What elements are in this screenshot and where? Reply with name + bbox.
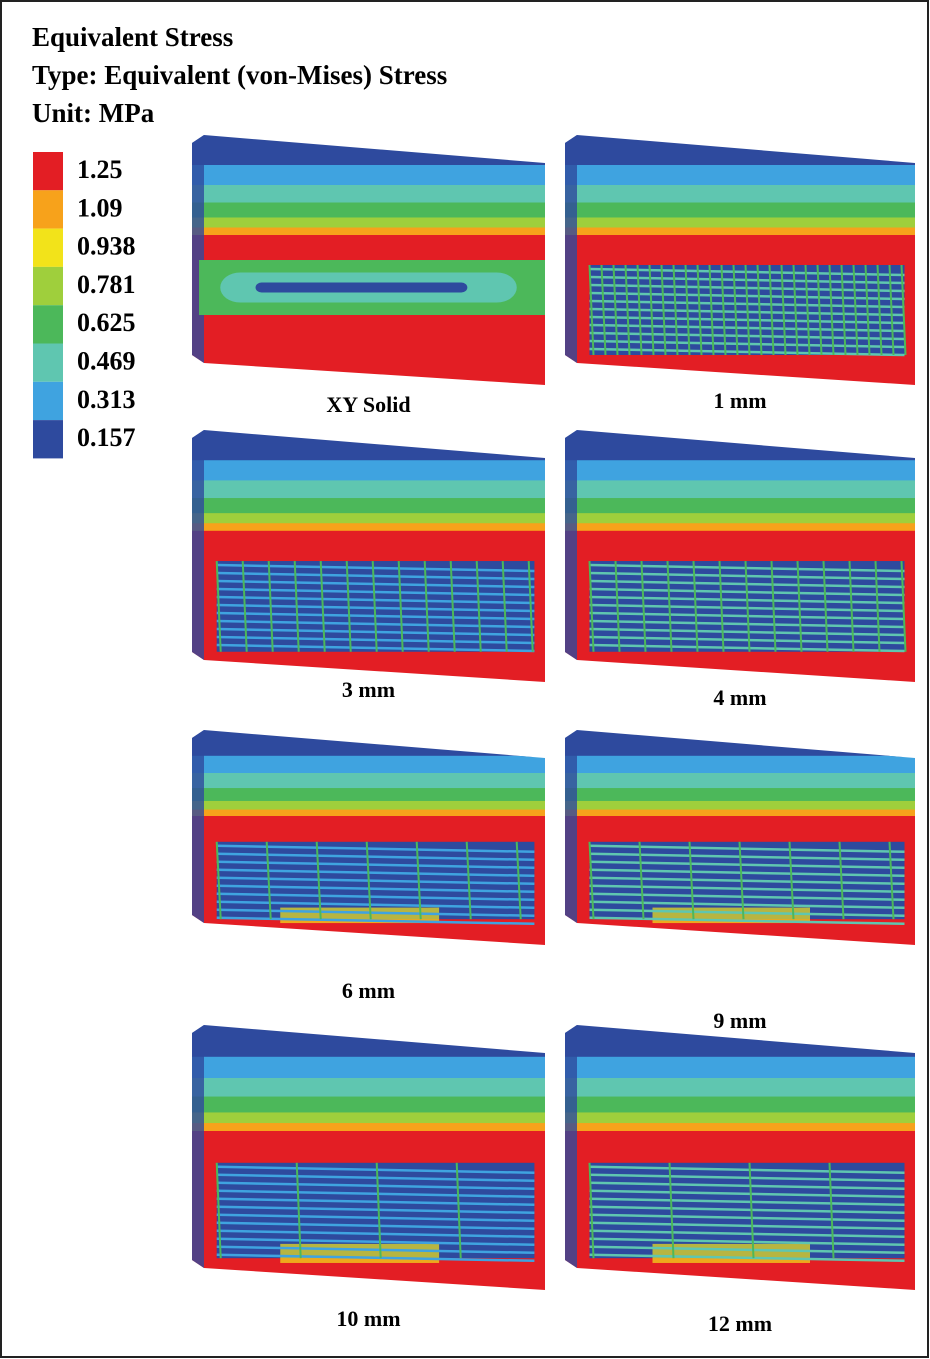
stress-band xyxy=(565,165,915,186)
title: Equivalent Stress xyxy=(32,22,233,52)
stress-band xyxy=(192,810,545,817)
legend-label: 1.09 xyxy=(77,193,123,222)
stress-band xyxy=(565,1112,915,1124)
legend-label: 0.313 xyxy=(77,385,136,414)
stress-band xyxy=(565,460,915,481)
stress-model xyxy=(192,730,545,946)
stress-band xyxy=(192,1078,545,1098)
stress-band xyxy=(565,498,915,514)
stress-band xyxy=(565,228,915,237)
legend-label: 0.469 xyxy=(77,346,136,375)
stress-band xyxy=(565,480,915,499)
panel-label: 10 mm xyxy=(336,1306,400,1331)
legend-label: 0.781 xyxy=(77,270,136,299)
stress-band xyxy=(192,460,545,481)
stress-band xyxy=(565,1097,915,1114)
side-face xyxy=(565,135,577,385)
legend-swatch xyxy=(33,190,63,228)
stress-band xyxy=(192,480,545,499)
legend-swatch xyxy=(33,229,63,267)
legend-swatch xyxy=(33,267,63,305)
side-face xyxy=(565,1025,577,1290)
stress-model xyxy=(565,135,915,386)
stress-band xyxy=(565,756,915,774)
stress-band xyxy=(192,523,545,532)
stress-band xyxy=(565,203,915,219)
stress-band xyxy=(192,1123,545,1132)
legend-label: 1.25 xyxy=(77,155,123,184)
stress-band xyxy=(565,523,915,532)
stress-band xyxy=(192,498,545,514)
stress-band xyxy=(192,513,545,524)
legend-label: 0.938 xyxy=(77,232,136,261)
stress-band xyxy=(192,203,545,219)
side-face xyxy=(192,730,204,945)
legend-label: 0.157 xyxy=(77,423,136,452)
stress-model xyxy=(192,135,545,386)
stress-model xyxy=(565,730,915,946)
stress-band xyxy=(565,801,915,811)
stress-band xyxy=(565,810,915,817)
stress-band xyxy=(192,801,545,811)
stress-band xyxy=(565,513,915,524)
panel-label: 9 mm xyxy=(713,1008,766,1033)
stress-model xyxy=(192,1025,545,1291)
stress-band xyxy=(565,1123,915,1132)
stress-band xyxy=(565,1078,915,1098)
type-line: Type: Equivalent (von-Mises) Stress xyxy=(32,60,447,90)
panel-label: 4 mm xyxy=(713,685,766,710)
panel-label: 6 mm xyxy=(342,978,395,1003)
panel-label: XY Solid xyxy=(326,392,410,417)
stress-band xyxy=(565,1057,915,1079)
stress-band xyxy=(565,773,915,789)
legend-swatch xyxy=(33,344,63,382)
stress-band xyxy=(192,218,545,229)
stress-band xyxy=(192,165,545,186)
panel-label: 12 mm xyxy=(708,1311,772,1336)
base-patch xyxy=(653,1244,811,1263)
stress-band xyxy=(565,788,915,802)
panel-label: 1 mm xyxy=(713,388,766,413)
unit-line: Unit: MPa xyxy=(32,98,155,128)
legend-swatch xyxy=(33,305,63,343)
legend-swatch xyxy=(33,152,63,190)
stress-band xyxy=(192,773,545,789)
side-face xyxy=(192,430,204,682)
stress-band xyxy=(192,1097,545,1114)
base-patch xyxy=(280,1244,439,1263)
legend-swatch xyxy=(33,420,63,458)
ring-inner xyxy=(256,283,468,293)
stress-band xyxy=(192,1057,545,1079)
stress-band xyxy=(192,228,545,237)
side-face xyxy=(565,730,577,945)
stress-model xyxy=(565,430,915,683)
legend-swatch xyxy=(33,382,63,420)
stress-model xyxy=(192,430,545,683)
stress-model xyxy=(565,1025,915,1291)
stress-band xyxy=(192,756,545,774)
stress-band xyxy=(565,185,915,204)
legend-label: 0.625 xyxy=(77,308,136,337)
stress-band xyxy=(192,788,545,802)
figure: Equivalent Stress Type: Equivalent (von-… xyxy=(0,0,930,1359)
stress-band xyxy=(192,185,545,204)
side-face xyxy=(192,1025,204,1290)
side-face xyxy=(565,430,577,682)
stress-band xyxy=(192,1112,545,1124)
stress-band xyxy=(565,218,915,229)
panel-label: 3 mm xyxy=(342,677,395,702)
